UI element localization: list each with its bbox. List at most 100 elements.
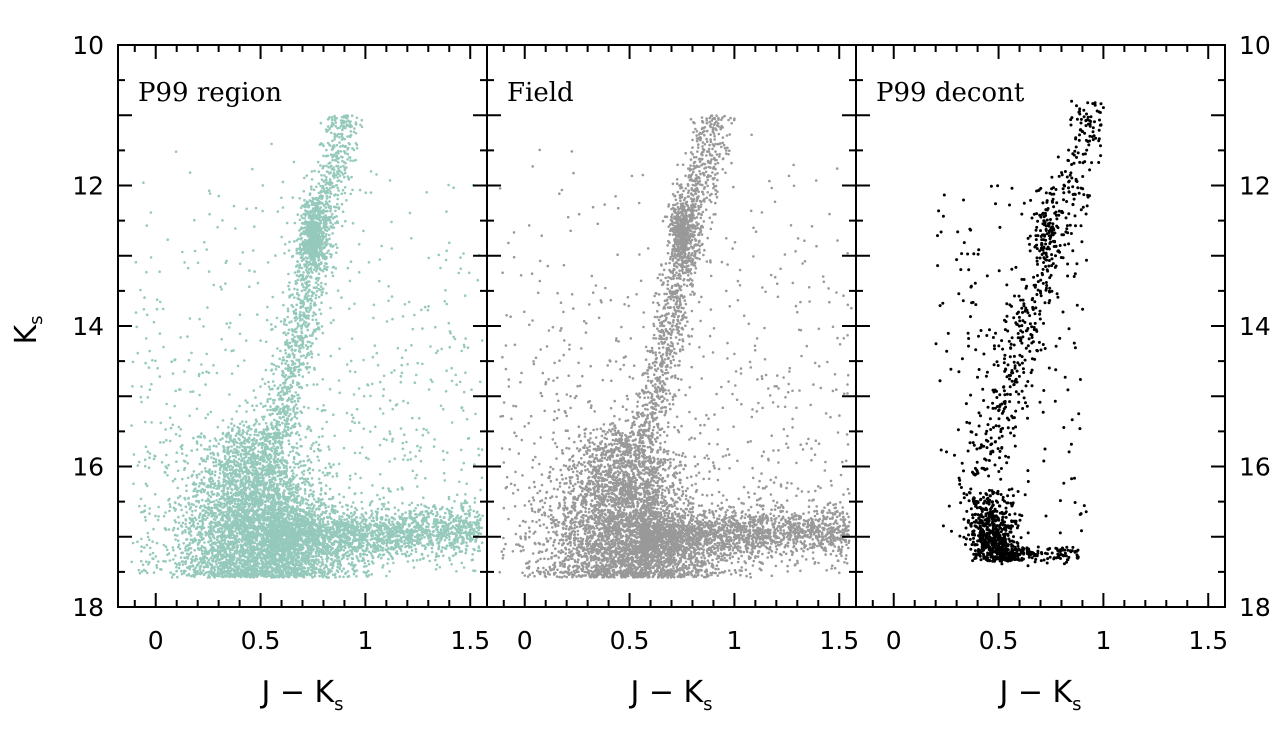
data-point <box>220 288 223 291</box>
data-point <box>326 125 330 128</box>
data-point <box>182 514 185 517</box>
data-point <box>349 159 352 162</box>
data-point <box>169 505 172 509</box>
data-point <box>269 432 273 436</box>
data-point <box>244 420 248 424</box>
data-point <box>448 556 451 560</box>
data-point <box>281 421 284 425</box>
data-point <box>318 574 321 578</box>
data-point <box>263 382 267 386</box>
data-point <box>330 271 334 274</box>
data-point <box>299 234 302 237</box>
data-point <box>338 141 341 144</box>
data-point <box>329 171 333 174</box>
data-point <box>326 473 329 477</box>
data-point <box>369 170 373 173</box>
data-point <box>155 564 158 567</box>
data-point <box>322 154 325 158</box>
data-point <box>339 165 343 169</box>
data-point <box>453 499 456 503</box>
data-point <box>331 155 334 159</box>
data-point <box>186 335 189 338</box>
data-point <box>150 382 153 386</box>
data-point <box>281 402 284 406</box>
data-point <box>204 530 207 534</box>
data-point <box>329 207 332 210</box>
data-point <box>235 532 239 535</box>
data-point <box>289 487 292 491</box>
data-point <box>390 295 394 298</box>
data-point <box>187 573 190 577</box>
data-point <box>295 442 299 445</box>
data-point <box>195 473 199 477</box>
data-point <box>395 550 399 553</box>
data-point <box>388 570 391 573</box>
data-point <box>286 307 290 311</box>
data-point <box>320 569 324 572</box>
data-point <box>282 480 286 483</box>
data-point <box>188 317 192 320</box>
data-point <box>321 331 325 335</box>
data-point <box>469 540 472 543</box>
data-point <box>343 518 346 521</box>
data-point <box>258 422 261 426</box>
data-point <box>145 560 148 563</box>
data-point <box>319 312 323 316</box>
data-point <box>321 427 324 431</box>
data-point <box>382 437 386 441</box>
data-point <box>309 460 313 464</box>
data-point <box>479 488 482 492</box>
data-point <box>319 492 323 496</box>
data-point <box>393 369 396 372</box>
data-point <box>436 530 440 534</box>
data-point <box>297 466 301 469</box>
data-point <box>344 219 347 223</box>
data-point <box>244 399 247 402</box>
data-point <box>450 421 454 424</box>
data-point <box>256 281 260 285</box>
data-point <box>358 559 361 563</box>
data-point <box>319 184 323 188</box>
data-point <box>351 420 354 423</box>
data-point <box>403 303 407 306</box>
data-point <box>215 439 218 442</box>
data-point <box>348 486 351 490</box>
data-point <box>291 397 294 401</box>
data-point <box>448 345 452 349</box>
data-point <box>405 440 408 444</box>
data-point <box>372 550 376 553</box>
data-point <box>321 558 324 561</box>
data-point <box>308 471 312 475</box>
data-point <box>332 413 335 417</box>
data-point <box>388 460 391 463</box>
data-point <box>464 526 467 530</box>
data-point <box>251 167 254 171</box>
data-point <box>345 363 349 366</box>
data-point <box>140 537 143 541</box>
data-point <box>274 464 277 467</box>
data-point <box>214 470 217 474</box>
data-point <box>444 511 447 515</box>
data-point <box>144 445 148 449</box>
data-point <box>370 509 373 513</box>
data-point <box>275 419 279 423</box>
data-point <box>266 398 270 401</box>
data-point <box>195 448 199 451</box>
data-point <box>279 320 283 323</box>
data-point <box>195 499 198 503</box>
data-point <box>462 252 465 255</box>
data-point <box>306 212 309 215</box>
data-point <box>165 402 168 406</box>
data-point <box>346 158 349 161</box>
data-point <box>203 561 206 564</box>
data-point <box>177 521 181 525</box>
data-point <box>423 305 427 309</box>
data-point <box>144 519 147 522</box>
data-point <box>197 538 201 542</box>
data-point <box>137 460 141 464</box>
data-point <box>311 314 315 318</box>
data-point <box>287 272 290 276</box>
data-point <box>290 349 294 352</box>
data-point <box>423 504 426 508</box>
data-point <box>480 476 484 480</box>
